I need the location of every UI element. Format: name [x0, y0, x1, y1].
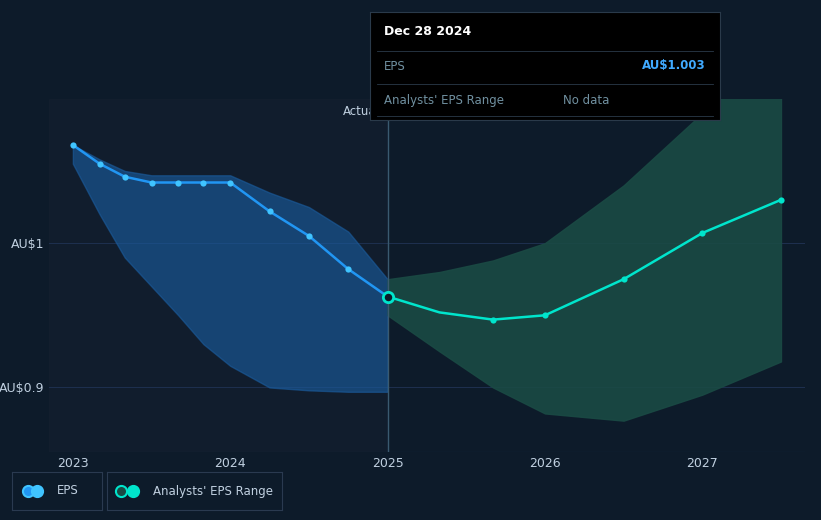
Text: Dec 28 2024: Dec 28 2024 — [384, 25, 471, 38]
Point — [381, 292, 394, 301]
Text: Analysts' EPS Range: Analysts' EPS Range — [153, 485, 273, 498]
Point — [342, 265, 355, 274]
Point — [487, 316, 500, 324]
Point — [172, 178, 185, 187]
Point — [118, 173, 131, 181]
Point — [197, 178, 210, 187]
Point — [93, 160, 106, 168]
Point — [774, 196, 787, 204]
Point — [263, 207, 276, 215]
Point — [223, 178, 236, 187]
Text: Analysts Forecasts: Analysts Forecasts — [396, 105, 505, 118]
Text: Analysts' EPS Range: Analysts' EPS Range — [384, 94, 504, 107]
Text: No data: No data — [562, 94, 609, 107]
Point — [617, 275, 631, 283]
Text: EPS: EPS — [384, 59, 406, 72]
Text: EPS: EPS — [57, 485, 79, 498]
Point — [539, 311, 552, 319]
Text: Actual: Actual — [342, 105, 380, 118]
Bar — [49, 99, 388, 452]
Point — [145, 178, 158, 187]
Point — [695, 229, 709, 237]
Text: AU$1.003: AU$1.003 — [642, 59, 706, 72]
Point — [381, 292, 394, 301]
Point — [67, 141, 80, 149]
Point — [302, 232, 315, 240]
